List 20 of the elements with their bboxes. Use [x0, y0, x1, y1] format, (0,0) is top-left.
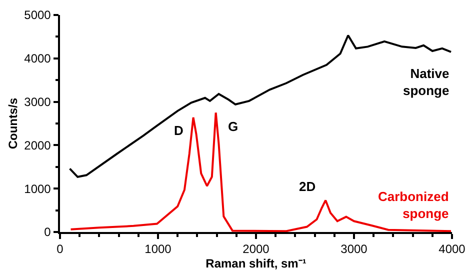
y-tick-label: 0	[44, 225, 52, 240]
x-tick-label: 0	[56, 242, 64, 256]
x-tick-label: 1000	[144, 242, 172, 256]
series-label: Native sponge	[403, 66, 450, 98]
series-label: Carbonized sponge	[378, 189, 449, 221]
y-axis-title: Counts/s	[6, 98, 20, 150]
annotation: G	[228, 119, 238, 134]
y-tick-label: 4000	[24, 52, 52, 66]
line-series	[68, 34, 452, 178]
y-tick-label: 5000	[24, 8, 52, 22]
annotation: D	[174, 123, 184, 138]
x-tick-label: 3000	[340, 242, 368, 256]
y-tick-label: 2000	[24, 138, 52, 152]
y-tick-label: 3000	[24, 95, 52, 109]
y-tick-label: 1000	[24, 182, 52, 196]
x-tick-label: 2000	[242, 242, 270, 256]
line-series	[70, 112, 452, 232]
x-tick-label: 4000	[438, 242, 466, 256]
annotation: 2D	[299, 179, 316, 194]
x-axis-title: Raman shift, sm⁻¹	[206, 256, 306, 271]
